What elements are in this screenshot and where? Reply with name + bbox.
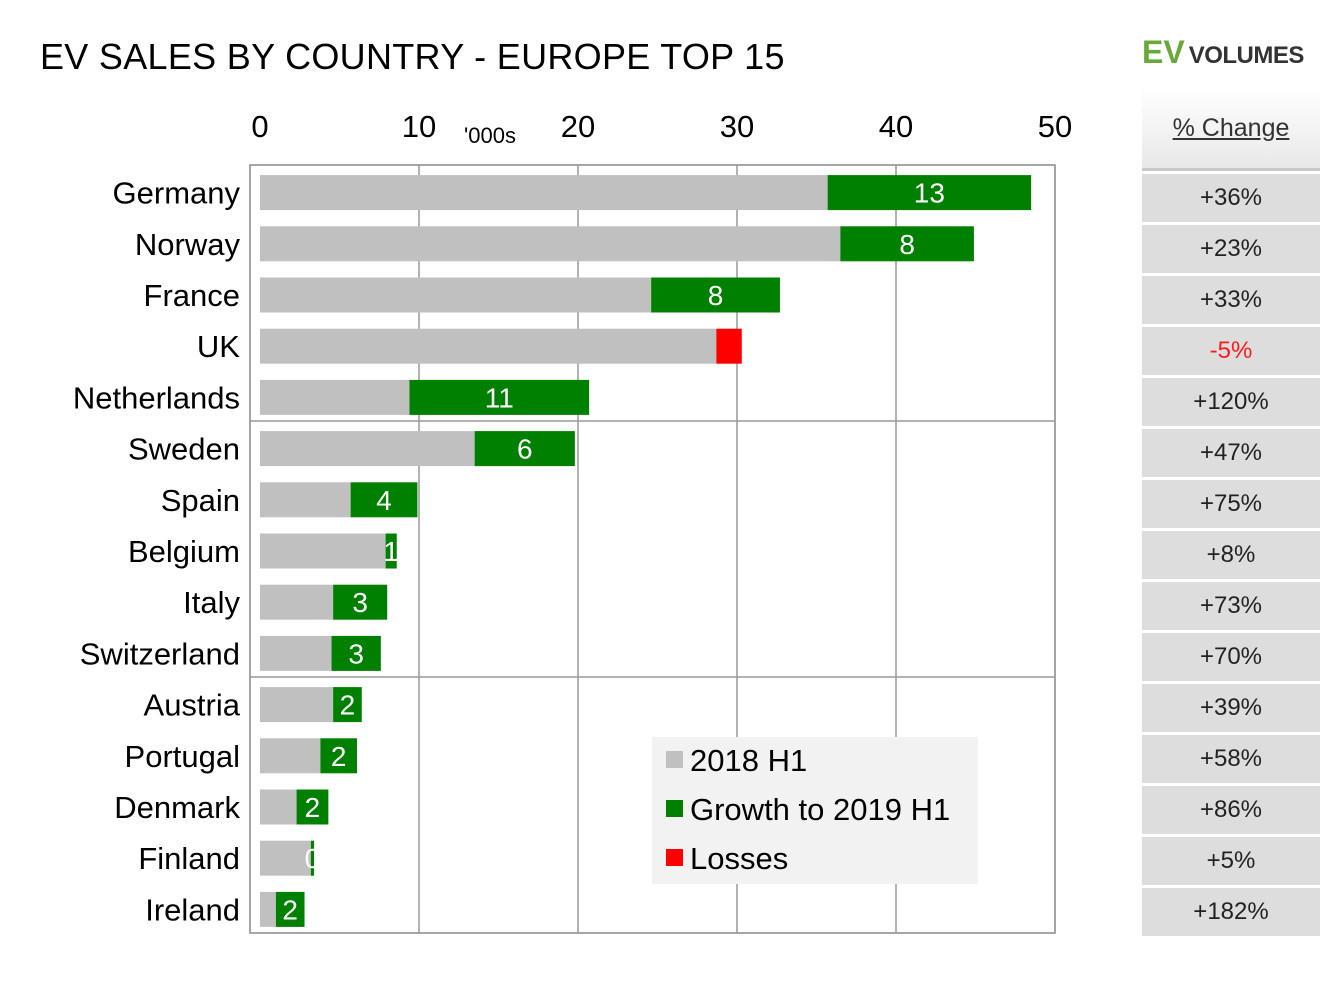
bar-growth: [333, 584, 388, 620]
category-label: UK: [197, 329, 240, 364]
category-label: Germany: [113, 176, 241, 211]
bar-growth: [409, 379, 590, 415]
category-label: Switzerland: [80, 636, 240, 671]
legend-swatch: [666, 849, 683, 866]
percent-change-cell: +33%: [1142, 276, 1320, 324]
data-label: 1: [383, 536, 399, 567]
data-label: 2: [340, 690, 356, 721]
percent-change-cell: +73%: [1142, 582, 1320, 630]
bar-growth: [275, 891, 305, 927]
data-label: 2: [282, 894, 298, 925]
bar-2018-h1: [260, 482, 351, 518]
bar-growth: [651, 277, 780, 313]
category-label: Belgium: [128, 534, 240, 569]
bar-2018-h1: [260, 840, 311, 876]
x-tick-label: 30: [720, 109, 754, 144]
bar-2018-h1: [260, 789, 297, 825]
data-label: 2: [305, 792, 321, 823]
bar-loss: [716, 328, 742, 364]
legend-swatch: [666, 800, 683, 817]
category-label: Italy: [183, 585, 240, 620]
percent-change-cell: +58%: [1142, 735, 1320, 783]
bar-2018-h1: [260, 328, 717, 364]
bar-growth: [827, 175, 1032, 211]
data-label: 8: [899, 229, 915, 260]
bar-2018-h1: [260, 635, 332, 671]
chart-title: EV SALES BY COUNTRY - EUROPE TOP 15: [40, 36, 785, 77]
percent-change-cell: +120%: [1142, 378, 1320, 426]
bar-growth: [310, 840, 315, 876]
data-label: 8: [708, 280, 724, 311]
bar-2018-h1: [260, 277, 652, 313]
legend-entry: Growth to 2019 H1: [690, 792, 950, 827]
bar-growth: [320, 738, 357, 774]
category-label: Netherlands: [73, 380, 240, 415]
x-tick-label: 10: [402, 109, 436, 144]
category-label: Ireland: [145, 892, 240, 927]
bar-2018-h1: [260, 175, 828, 211]
bar-2018-h1: [260, 379, 410, 415]
bar-growth: [840, 226, 974, 262]
logo-ev-text: EV: [1142, 34, 1185, 70]
percent-change-cell: +70%: [1142, 633, 1320, 681]
percent-change-cell: +36%: [1142, 174, 1320, 222]
data-label: 0: [305, 843, 321, 874]
x-tick-label: 0: [251, 109, 268, 144]
x-tick-label: 40: [879, 109, 913, 144]
bar-2018-h1: [260, 226, 841, 262]
bar-2018-h1: [260, 533, 386, 569]
data-label: 2: [331, 741, 347, 772]
percent-change-cell: +39%: [1142, 684, 1320, 732]
percent-change-cell: +47%: [1142, 429, 1320, 477]
percent-change-cell: +75%: [1142, 480, 1320, 528]
percent-change-cell: +8%: [1142, 531, 1320, 579]
category-label: France: [144, 278, 240, 313]
category-label: Sweden: [128, 432, 240, 467]
bar-2018-h1: [260, 431, 475, 467]
bar-growth: [474, 431, 575, 467]
data-label: 13: [914, 178, 945, 209]
category-label: Portugal: [125, 739, 240, 774]
ev-volumes-logo: EV VOLUMES: [1142, 34, 1304, 71]
percent-change-cell: +23%: [1142, 225, 1320, 273]
bar-growth: [296, 789, 329, 825]
bar-growth: [385, 533, 397, 569]
data-label: 3: [348, 638, 364, 669]
percent-change-cell: +182%: [1142, 888, 1320, 936]
legend-entry: Losses: [690, 841, 788, 876]
bar-2018-h1: [260, 891, 276, 927]
percent-change-cell: +86%: [1142, 786, 1320, 834]
bar-growth: [350, 482, 418, 518]
logo-volumes-text: VOLUMES: [1188, 42, 1305, 69]
data-label: 11: [485, 382, 514, 413]
category-label: Spain: [161, 483, 240, 518]
bar-2018-h1: [260, 584, 334, 620]
percent-change-header: % Change: [1142, 88, 1320, 171]
legend-swatch: [666, 751, 683, 768]
bar-growth: [333, 687, 362, 723]
data-label: 3: [352, 587, 368, 618]
bar-2018-h1: [260, 687, 334, 723]
category-label: Norway: [135, 227, 241, 262]
bar-growth: [331, 635, 381, 671]
data-label: 6: [517, 434, 533, 465]
category-label: Austria: [144, 688, 241, 723]
legend-box: [652, 737, 978, 884]
percent-change-cell: +5%: [1142, 837, 1320, 885]
percent-change-panel: % Change +36% +23% +33% -5% +120% +47% +75% +8%…: [1142, 88, 1320, 936]
data-label: 4: [376, 485, 392, 516]
x-tick-label: 50: [1038, 109, 1072, 144]
x-unit-label: '000s: [464, 123, 516, 148]
legend-entry: 2018 H1: [690, 743, 807, 778]
x-tick-label: 20: [561, 109, 595, 144]
bar-2018-h1: [260, 738, 321, 774]
percent-change-cell: -5%: [1142, 327, 1320, 375]
category-label: Finland: [138, 841, 240, 876]
category-label: Denmark: [114, 790, 240, 825]
